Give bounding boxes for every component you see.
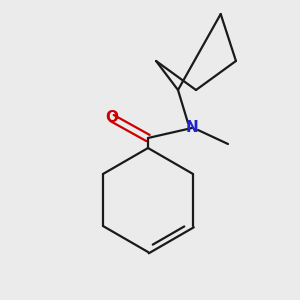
Text: N: N — [186, 121, 198, 136]
Text: O: O — [106, 110, 118, 125]
